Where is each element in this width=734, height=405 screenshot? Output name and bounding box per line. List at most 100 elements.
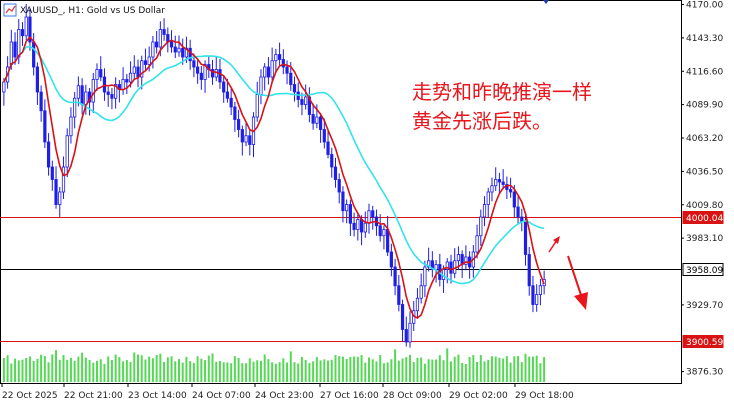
volume-bar [427, 359, 430, 382]
candle-body [76, 85, 80, 99]
volume-bar [92, 362, 95, 382]
volume-bar [159, 353, 162, 382]
volume-bar [230, 363, 233, 382]
volume-bar [449, 361, 452, 382]
small-arrow-icon [548, 236, 560, 253]
volume-bar [539, 363, 542, 382]
candle-body [393, 266, 397, 287]
candle-body [255, 94, 259, 118]
volume-bar [271, 362, 274, 382]
candle-body [158, 29, 162, 48]
volume-bar [457, 354, 460, 382]
candle-body [263, 66, 267, 78]
volume-bar [192, 362, 195, 382]
volume-bar [43, 356, 46, 382]
volume-bar [341, 356, 344, 382]
volume-bar [386, 362, 389, 382]
volume-bar [58, 359, 61, 382]
volume-bar [323, 359, 326, 382]
volume-bar [282, 358, 285, 382]
volume-bar [416, 357, 419, 382]
volume-bar [423, 363, 426, 382]
candle-body [445, 261, 449, 270]
volume-bar [353, 356, 356, 382]
volume-bar [543, 357, 546, 382]
volume-bar [137, 354, 139, 382]
volume-bar [304, 359, 307, 382]
volume-bar [476, 361, 479, 382]
candle-body [203, 64, 207, 80]
candle-body [523, 221, 528, 255]
candle-body [509, 189, 513, 193]
volume-bar [509, 362, 512, 382]
candle-body [13, 41, 17, 58]
candle-body [155, 41, 159, 48]
candle-body [378, 225, 382, 237]
candle-body [531, 285, 535, 305]
candle-body [218, 69, 222, 83]
candle-body [318, 116, 323, 130]
volume-bar [163, 361, 166, 382]
candle-body [132, 66, 136, 74]
candle-body [69, 116, 73, 137]
volume-bar [382, 363, 385, 382]
candle-body [35, 66, 39, 93]
volume-bar [330, 359, 333, 382]
volume-bar [55, 350, 58, 382]
volume-bar [442, 360, 445, 382]
volume-bar [204, 360, 207, 382]
hline-labels: 4000.04 3958.09 3900.59 [682, 211, 724, 348]
candle-body [497, 179, 502, 183]
moving-averages [3, 35, 545, 319]
chart-header: XAUUSD_, H1: Gold vs US Dollar [3, 3, 165, 17]
volume-bar [297, 363, 300, 382]
candle-body [345, 204, 349, 212]
volume-bar [308, 363, 311, 382]
y-tick-label: 4170.00 [686, 1, 723, 11]
volume-bar [88, 359, 91, 382]
volume-bar [327, 360, 330, 382]
candle-body [28, 16, 32, 43]
candle-body [367, 210, 371, 224]
volume-bar [107, 356, 110, 382]
candle-body [356, 219, 360, 230]
candle-body [266, 66, 271, 78]
volume-bar [334, 355, 337, 382]
volume-bar [84, 357, 87, 382]
volume-bar [289, 351, 292, 382]
candle-body [210, 69, 215, 78]
volume-bar [177, 359, 180, 382]
x-tick-label: 29 Oct 18:00 [515, 391, 574, 401]
volume-bar [237, 357, 240, 382]
candle-body [2, 81, 6, 93]
candle-body [434, 264, 438, 270]
candle-body [199, 72, 203, 80]
volume-bar [487, 359, 490, 382]
x-tick-label: 24 Oct 07:00 [192, 391, 251, 401]
candle-body [482, 204, 487, 218]
candle-body [58, 191, 62, 205]
volume-bar [211, 353, 214, 382]
candle-body [9, 41, 13, 65]
volume-bar [256, 360, 259, 382]
chart-icon[interactable] [3, 3, 17, 17]
x-tick-label: 29 Oct 02:00 [449, 391, 508, 401]
volume-bar [185, 356, 188, 382]
candlesticks [2, 3, 546, 348]
candle-body [512, 191, 516, 208]
candle-body [430, 260, 434, 270]
volume-bar [81, 352, 84, 382]
candle-body [315, 116, 319, 124]
volume-bar [468, 356, 471, 382]
volume-bar [490, 356, 493, 382]
volume-bar [103, 363, 106, 382]
volume-bar [99, 359, 102, 382]
volume-bar [379, 355, 382, 382]
y-tick-label: 4009.80 [686, 201, 723, 211]
hline-label-bg-1 [682, 263, 724, 276]
candle-body [281, 59, 285, 68]
volume-bar [36, 358, 39, 382]
x-tick-label: 22 Oct 2025 [2, 391, 58, 401]
y-tick-label: 3876.30 [686, 368, 723, 378]
